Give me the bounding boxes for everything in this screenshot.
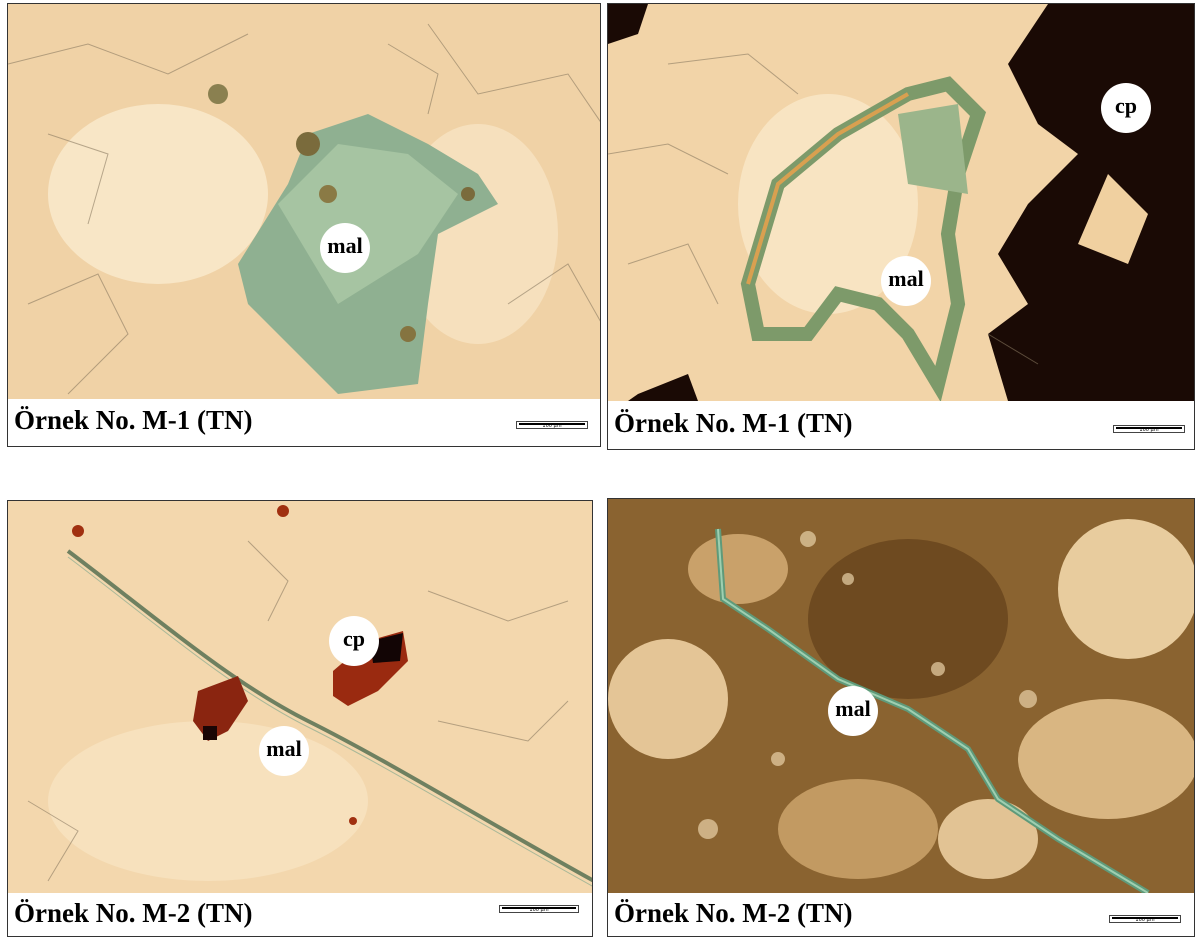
mineral-label: cp [329, 616, 379, 666]
scale-bar: 100 µm [1113, 425, 1185, 433]
micrograph [8, 4, 601, 399]
panel: cp mal Örnek No. M-1 (TN) 100 µm [607, 3, 1195, 450]
caption: Örnek No. M-2 (TN) [614, 898, 852, 929]
scale-label: 100 µm [1110, 918, 1180, 923]
scale-bar: 100 µm [499, 905, 579, 913]
micrograph [608, 4, 1195, 401]
scale-label: 100 µm [517, 424, 587, 429]
panel: cp mal Örnek No. M-2 (TN) 100 µm [7, 500, 593, 937]
panel: mal Örnek No. M-2 (TN) 100 µm [607, 498, 1195, 937]
caption: Örnek No. M-1 (TN) [14, 405, 252, 436]
mineral-label: cp [1101, 83, 1151, 133]
figure: mal Örnek No. M-1 (TN) 100 µm cp mal Örn… [0, 0, 1197, 937]
scale-label: 100 µm [1114, 428, 1184, 433]
scale-bar: 100 µm [516, 421, 588, 429]
caption: Örnek No. M-1 (TN) [614, 408, 852, 439]
mineral-label: mal [259, 726, 309, 776]
mineral-label: mal [320, 223, 370, 273]
mineral-label: mal [828, 686, 878, 736]
micrograph [608, 499, 1195, 893]
mineral-label: mal [881, 256, 931, 306]
scale-bar: 100 µm [1109, 915, 1181, 923]
panel: mal Örnek No. M-1 (TN) 100 µm [7, 3, 601, 447]
scale-label: 100 µm [500, 908, 578, 913]
micrograph [8, 501, 593, 893]
caption: Örnek No. M-2 (TN) [14, 898, 252, 929]
